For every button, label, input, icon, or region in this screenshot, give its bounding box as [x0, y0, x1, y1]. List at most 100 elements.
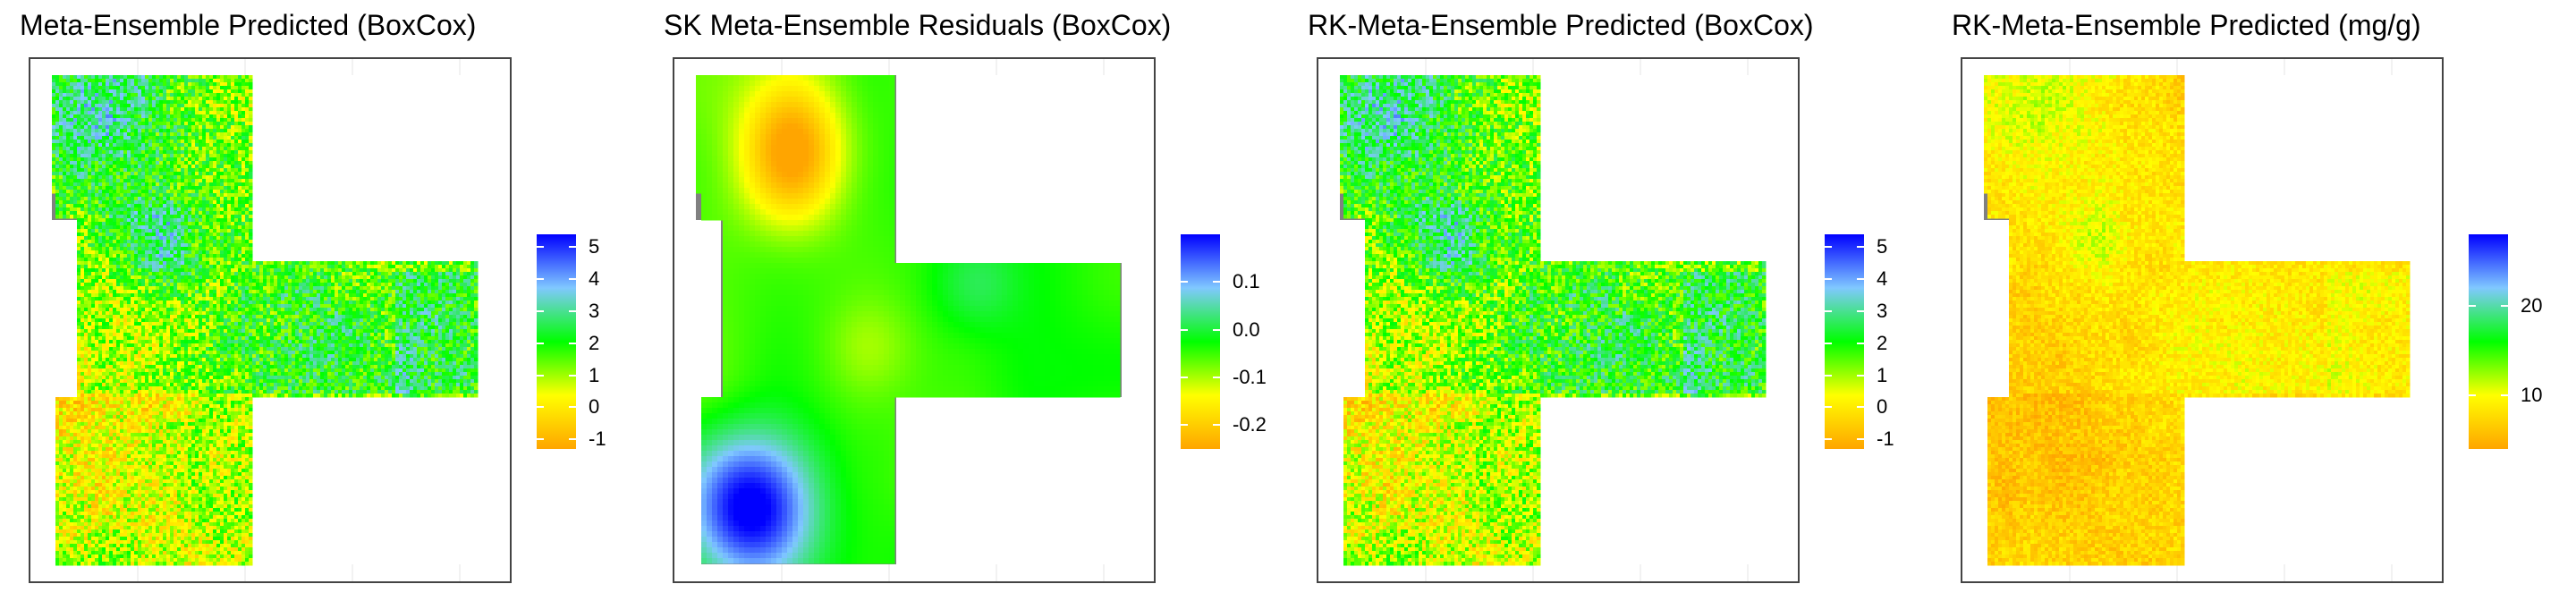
- heat-cell: [399, 326, 403, 330]
- heat-cell: [231, 190, 235, 194]
- heat-cell: [224, 107, 228, 112]
- heat-cell: [141, 104, 146, 108]
- heat-cell: [188, 200, 192, 205]
- heat-cell: [245, 175, 250, 180]
- heat-cell: [181, 322, 185, 326]
- heat-cell: [331, 268, 335, 273]
- heat-cell: [199, 233, 203, 237]
- heat-cell: [428, 286, 432, 291]
- heat-cell: [145, 318, 149, 323]
- heat-cell: [227, 82, 232, 87]
- heat-cell: [199, 272, 203, 276]
- heat-cell: [102, 229, 106, 233]
- heat-cell: [77, 215, 81, 219]
- heat-cell: [91, 247, 96, 251]
- heat-cell: [320, 311, 325, 316]
- heat-cell: [63, 215, 67, 219]
- heat-cell: [106, 136, 110, 140]
- heat-cell: [209, 254, 214, 258]
- heat-cell: [113, 204, 117, 208]
- heat-cell: [109, 182, 114, 187]
- heat-cell: [213, 150, 217, 155]
- heat-cell: [141, 326, 146, 330]
- heat-cell: [63, 179, 67, 183]
- heat-cell: [238, 229, 242, 233]
- heat-cell: [177, 308, 182, 312]
- heat-cell: [102, 193, 106, 198]
- heat-cell: [177, 265, 182, 269]
- heat-cell: [224, 211, 228, 216]
- heat-cell: [234, 250, 239, 255]
- heat-cell: [202, 297, 207, 301]
- heat-cell: [249, 268, 253, 273]
- heat-cell: [209, 93, 214, 97]
- heat-cell: [116, 147, 121, 151]
- heat-cell: [317, 311, 321, 316]
- heat-cell: [417, 322, 421, 326]
- heat-cell: [356, 268, 360, 273]
- heat-cell: [66, 111, 71, 115]
- heat-cell: [184, 100, 189, 105]
- heat-cell: [213, 275, 217, 280]
- heat-cell: [170, 207, 174, 212]
- heat-cell: [177, 104, 182, 108]
- heat-cell: [238, 247, 242, 251]
- heat-cell: [181, 318, 185, 323]
- heat-cell: [410, 300, 414, 305]
- heat-cell: [242, 258, 246, 262]
- heat-cell: [55, 93, 60, 97]
- heat-cell: [413, 290, 418, 294]
- heat-cell: [181, 254, 185, 258]
- heat-cell: [284, 322, 289, 326]
- heat-cell: [413, 304, 418, 309]
- heat-cell: [381, 279, 386, 284]
- heat-cell: [127, 329, 131, 334]
- heat-cell: [73, 150, 78, 155]
- heat-cell: [184, 293, 189, 298]
- heat-cell: [80, 304, 85, 309]
- heat-cell: [349, 322, 353, 326]
- heat-cell: [216, 182, 221, 187]
- heat-cell: [413, 315, 418, 319]
- heat-cell: [206, 322, 210, 326]
- heat-cell: [88, 315, 92, 319]
- heat-cell: [224, 297, 228, 301]
- heat-cell: [231, 265, 235, 269]
- heat-cell: [91, 268, 96, 273]
- heat-cell: [156, 150, 160, 155]
- heat-cell: [259, 279, 264, 284]
- heat-cell: [449, 279, 453, 284]
- heat-cell: [134, 114, 139, 119]
- heat-cell: [202, 326, 207, 330]
- heat-cell: [84, 311, 89, 316]
- heat-cell: [152, 293, 157, 298]
- heat-cell: [313, 279, 318, 284]
- heat-cell: [156, 318, 160, 323]
- heat-cell: [274, 265, 278, 269]
- heat-cell: [152, 132, 157, 137]
- heat-cell: [174, 118, 178, 123]
- heat-cell: [131, 215, 135, 219]
- heat-cell: [120, 211, 124, 216]
- heat-cell: [141, 175, 146, 180]
- heat-cell: [392, 290, 396, 294]
- heat-cell: [191, 125, 196, 130]
- heat-cell: [227, 311, 232, 316]
- heat-cell: [242, 125, 246, 130]
- heat-cell: [156, 283, 160, 287]
- heat-cell: [267, 286, 271, 291]
- heat-cell: [59, 132, 64, 137]
- heat-cell: [392, 286, 396, 291]
- heat-cell: [123, 107, 128, 112]
- heat-cell: [127, 75, 131, 80]
- heat-cell: [202, 175, 207, 180]
- heat-cell: [77, 293, 81, 298]
- heat-cell: [206, 236, 210, 241]
- heat-cell: [216, 283, 221, 287]
- heat-cell: [199, 322, 203, 326]
- heat-cell: [188, 179, 192, 183]
- heat-cell: [213, 236, 217, 241]
- heat-cell: [59, 182, 64, 187]
- heat-cell: [188, 140, 192, 144]
- heat-cell: [224, 89, 228, 94]
